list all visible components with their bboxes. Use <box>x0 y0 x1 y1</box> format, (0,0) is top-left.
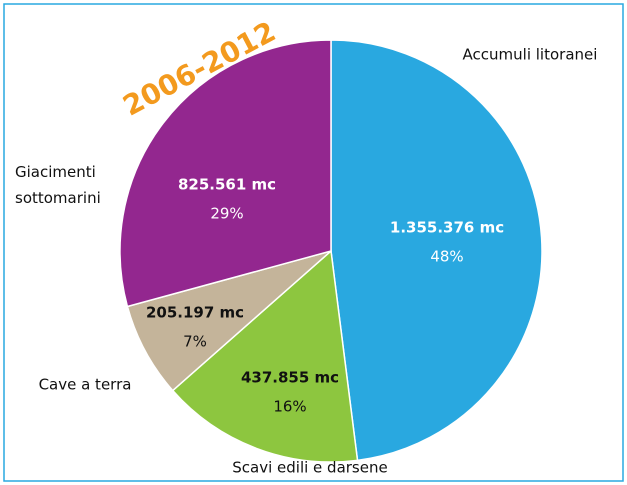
pie-slice <box>330 39 543 462</box>
category-label: Accumuli litoranei <box>463 46 598 64</box>
value-label: 437.855 mc <box>241 369 339 387</box>
value-label: 205.197 mc <box>146 304 244 322</box>
category-label: Giacimenti sottomarini <box>15 163 101 207</box>
value-label: 1.355.376 mc <box>390 219 504 237</box>
category-label: Scavi edili e darsene <box>232 459 387 477</box>
pie-slice <box>119 39 332 308</box>
pie-slice <box>171 249 359 463</box>
value-label: 825.561 mc <box>178 176 276 194</box>
share-label: 48% <box>430 248 463 266</box>
share-label: 16% <box>273 398 306 416</box>
category-label: Cave a terra <box>39 376 132 394</box>
share-label: 7% <box>183 333 207 351</box>
share-label: 29% <box>210 205 243 223</box>
